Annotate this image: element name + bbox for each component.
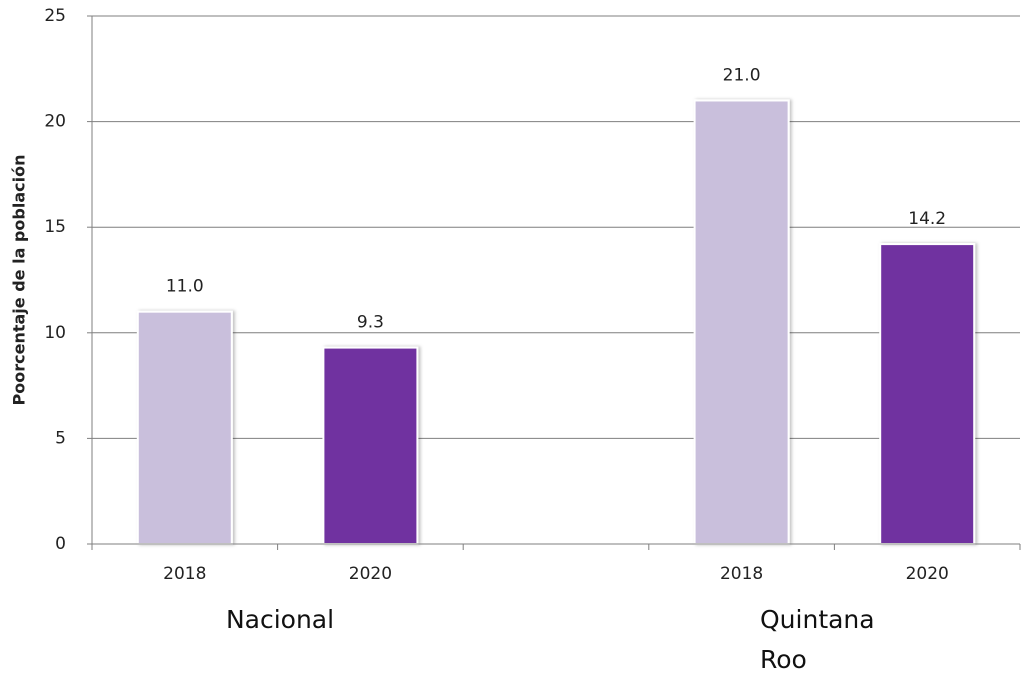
data-label: 21.0 — [723, 65, 761, 85]
bar — [693, 99, 790, 545]
bar — [322, 346, 419, 546]
y-axis-label: Poorcentaje de la población — [10, 155, 29, 406]
y-tick-label: 10 — [44, 323, 66, 343]
x-tick-label: 2018 — [163, 564, 206, 584]
x-tick-label: 2018 — [720, 564, 763, 584]
y-tick-label: 0 — [55, 534, 66, 554]
y-tick-label: 25 — [44, 6, 66, 26]
y-tick-label: 15 — [44, 217, 66, 237]
x-tick-label: 2020 — [906, 564, 949, 584]
data-label: 9.3 — [357, 313, 384, 333]
bar — [879, 243, 976, 545]
x-tick-label: 2020 — [349, 564, 392, 584]
bar — [136, 310, 233, 545]
data-label: 14.2 — [908, 209, 946, 229]
group-label: Quintana Roo — [760, 605, 875, 674]
y-tick-label: 20 — [44, 112, 66, 132]
y-tick-label: 5 — [55, 428, 66, 448]
group-label: Nacional — [225, 605, 335, 634]
data-label: 11.0 — [166, 277, 204, 297]
